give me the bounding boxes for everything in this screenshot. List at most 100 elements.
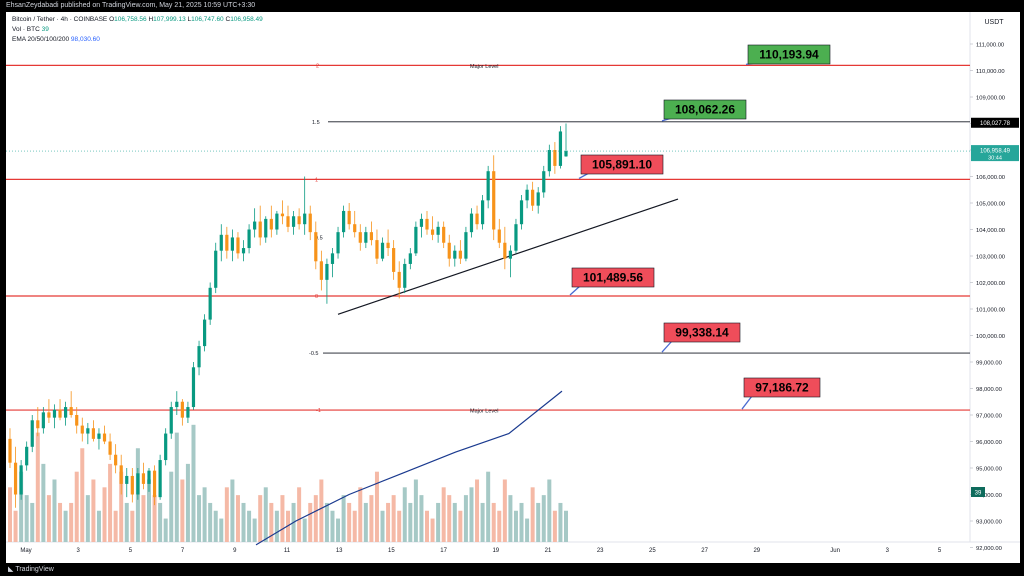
volume-bar — [308, 502, 313, 542]
y-tick-label: 101,000.00 — [976, 307, 1005, 313]
volume-bar — [280, 495, 285, 542]
candle-body — [186, 407, 190, 418]
price-label-box — [747, 44, 831, 65]
candle-body — [291, 216, 296, 227]
volume-bar — [330, 510, 335, 542]
volume-bar — [519, 502, 524, 542]
fib-ratio-label: 0.5 — [315, 235, 323, 241]
volume-bar — [525, 518, 530, 542]
candle-body — [253, 221, 257, 230]
x-tick-label: 19 — [492, 548, 499, 554]
price-label-pointer — [741, 395, 753, 410]
price-label-box — [663, 322, 741, 343]
candle-body — [553, 150, 557, 166]
volume-bar — [46, 495, 51, 542]
candle-body — [97, 433, 101, 439]
candle-body — [458, 250, 462, 259]
candle-body — [258, 221, 262, 238]
candle-body — [469, 213, 474, 233]
x-tick-label: May — [20, 548, 31, 554]
fib-ratio-label: 1.5 — [312, 120, 320, 126]
candle-body — [208, 287, 212, 320]
candle-body — [36, 420, 40, 429]
candle-body — [214, 250, 218, 288]
footer-bar: ◣ TradingView — [0, 563, 1024, 576]
volume-bar — [369, 495, 374, 542]
volume-bar — [558, 502, 563, 542]
volume-bar — [130, 510, 135, 542]
volume-bar — [324, 502, 329, 542]
x-tick-label: Jun — [830, 548, 840, 554]
candle-body — [430, 229, 435, 235]
high-marker-box — [971, 117, 1019, 128]
candle-body — [175, 401, 179, 408]
y-tick-label: 111,000.00 — [976, 42, 1004, 48]
volume-bar — [297, 487, 302, 542]
candle-body — [52, 409, 57, 418]
volume-bar — [41, 463, 46, 542]
x-tick-label: 17 — [440, 548, 447, 554]
y-tick-label: 109,000.00 — [976, 95, 1005, 101]
major-level-label: Major Level — [470, 409, 498, 415]
price-label-text: 101,489.56 — [583, 271, 643, 285]
volume-bar — [230, 479, 235, 542]
candle-body — [475, 213, 479, 225]
volume-bar — [24, 495, 29, 542]
ohlc-key-O: O — [109, 16, 115, 23]
volume-bar — [80, 448, 85, 542]
volume-bar — [564, 510, 568, 542]
candle-body — [102, 433, 107, 442]
y-tick-label: 110,000.00 — [976, 69, 1005, 75]
trendline — [337, 198, 679, 315]
price-label-text: 99,338.14 — [675, 326, 729, 340]
candle-body — [141, 473, 146, 484]
ohlc-key-L: L — [185, 16, 192, 23]
y-tick-label: 98,000.00 — [976, 387, 1002, 393]
y-tick-label: 96,000.00 — [976, 440, 1002, 446]
candle-body — [330, 253, 335, 264]
major-level-label: Major Level — [470, 64, 498, 70]
price-label-box — [743, 377, 821, 398]
chart-pane[interactable]: USDT111,000.00110,000.00109,000.00108,00… — [6, 12, 1020, 563]
candle-body — [241, 248, 246, 254]
candle-body — [236, 237, 240, 254]
price-chart[interactable]: USDT111,000.00110,000.00109,000.00108,00… — [6, 12, 1020, 563]
x-tick-label: 21 — [545, 548, 552, 554]
volume-bar — [113, 510, 118, 542]
candle-body — [219, 234, 223, 251]
volume-bar — [413, 479, 418, 542]
candle-body — [47, 412, 51, 418]
price-label-box — [580, 154, 664, 175]
candle-body — [436, 226, 440, 235]
volume-bar — [502, 479, 507, 542]
symbol-legend: Bitcoin / Tether · 4h · COINBASE O106,75… — [12, 16, 263, 23]
volume-bar — [452, 502, 457, 542]
ema-legend: EMA 20/50/100/200 98,030.60 — [12, 36, 100, 43]
x-tick-label: 3 — [886, 548, 890, 554]
brand-name: TradingView — [15, 566, 54, 573]
candle-body — [247, 229, 251, 249]
candle-body — [414, 226, 418, 254]
volume-bar — [386, 502, 391, 542]
y-tick-label: 104,000.00 — [976, 228, 1005, 234]
candle-body — [425, 218, 429, 230]
candle-body — [64, 407, 68, 418]
candle-body — [130, 475, 134, 495]
volume-bar — [391, 495, 396, 542]
volume-bar — [119, 471, 124, 542]
y-tick-label: 102,000.00 — [976, 281, 1005, 287]
y-tick-label: 95,000.00 — [976, 466, 1002, 472]
x-tick-label: 23 — [597, 548, 604, 554]
volume-bar — [358, 487, 363, 542]
volume-bar — [191, 424, 196, 542]
x-tick-label: 7 — [181, 548, 185, 554]
ohlc-value-O: 106,758.56 — [114, 16, 147, 23]
tradingview-logo: ◣ TradingView — [8, 563, 54, 576]
ema-value: 98,030.60 — [70, 36, 100, 43]
volume-bar — [341, 495, 346, 542]
volume-bar — [441, 487, 446, 542]
x-tick-label: 3 — [77, 548, 81, 554]
volume-badge-text: 39 — [975, 490, 982, 496]
volume-bar — [380, 510, 385, 542]
